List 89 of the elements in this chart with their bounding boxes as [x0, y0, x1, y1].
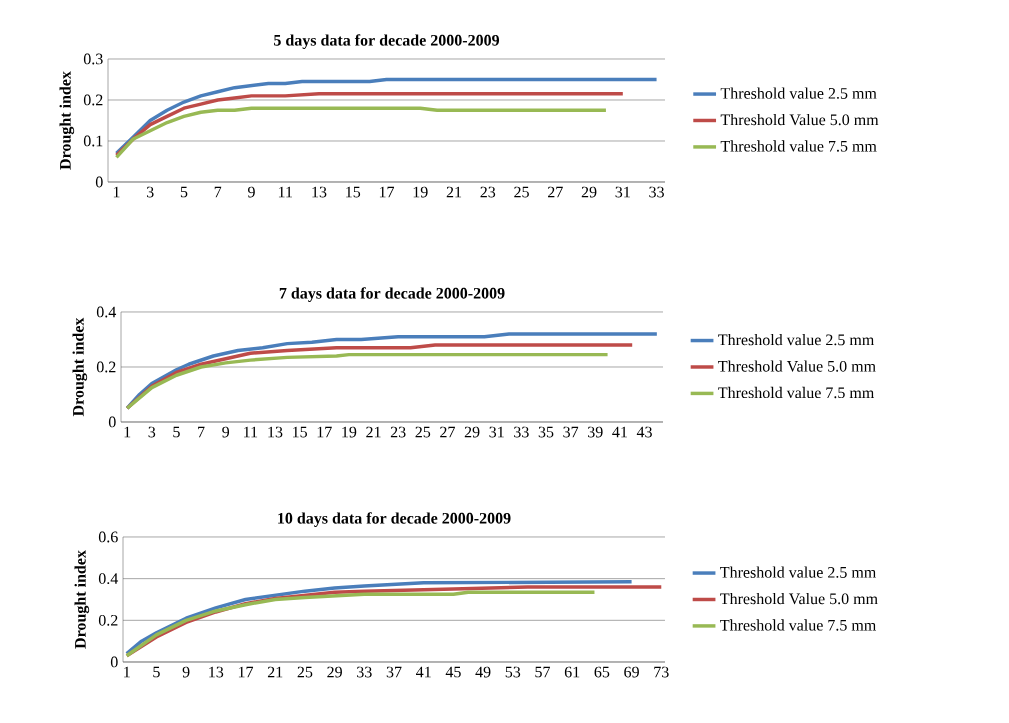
line-series: [125, 343, 634, 410]
x-tick-label: 37: [563, 426, 579, 438]
y-axis-title: Drought index: [72, 317, 88, 417]
x-tick-label: 17: [379, 186, 395, 198]
x-tick-label: 9: [248, 186, 255, 198]
legend-label: Threshold Value 5.0 mm: [720, 113, 879, 126]
x-tick-label: 29: [581, 186, 597, 198]
x-tick-label: 21: [446, 186, 462, 198]
x-tick-label: 27: [548, 186, 563, 198]
x-tick-label: 35: [538, 426, 554, 438]
x-tick-label: 5: [173, 426, 180, 438]
line-series: [114, 92, 625, 158]
x-tick-label: 9: [182, 666, 190, 678]
y-tick-label: 0.2: [83, 94, 103, 106]
x-tick-label: 11: [278, 186, 292, 198]
y-tick-label: 0.4: [96, 306, 117, 318]
x-tick-label: 41: [416, 666, 431, 678]
x-tick-label: 19: [342, 426, 357, 438]
x-tick-label: 33: [357, 666, 372, 678]
legend-label: Threshold value 2.5 mm: [720, 87, 877, 99]
x-tick-label: 29: [327, 666, 342, 678]
x-tick-label: 15: [293, 426, 307, 438]
x-tick-label: 7: [214, 186, 222, 198]
x-tick-label: 23: [390, 426, 406, 438]
y-tick-label: 0: [108, 416, 116, 428]
x-tick-label: 65: [594, 666, 610, 678]
legend-label: Threshold value 7.5 mm: [720, 619, 877, 631]
y-tick-label: 0: [95, 176, 103, 188]
x-tick-label: 13: [312, 186, 327, 198]
legend-label: Threshold value 2.5 mm: [720, 566, 877, 578]
x-tick-label: 33: [514, 426, 529, 438]
x-tick-label: 27: [440, 426, 455, 438]
x-tick-label: 43: [636, 426, 652, 438]
x-tick-label: 41: [612, 426, 627, 438]
x-tick-label: 15: [346, 186, 361, 198]
line-series: [124, 590, 597, 658]
x-tick-label: 1: [124, 666, 130, 678]
legend-label: Threshold Value 5.0 mm: [718, 360, 876, 372]
x-tick-label: 23: [480, 186, 496, 198]
x-tick-label: 5: [180, 186, 188, 198]
y-axis-title: Drought index: [59, 71, 75, 170]
legend-label: Threshold Value 5.0 mm: [720, 592, 878, 605]
x-tick-label: 21: [366, 426, 381, 438]
legend-label: Threshold value 7.5 mm: [720, 140, 877, 152]
legend-label: Threshold value 7.5 mm: [718, 386, 875, 399]
y-tick-label: 0.6: [98, 531, 118, 543]
x-tick-label: 29: [464, 426, 480, 438]
line-series: [114, 106, 608, 160]
x-tick-label: 19: [413, 186, 428, 198]
x-tick-label: 33: [649, 186, 664, 198]
x-tick-label: 31: [615, 186, 630, 198]
x-tick-label: 9: [222, 426, 230, 438]
x-tick-label: 3: [146, 186, 154, 198]
y-tick-label: 0.1: [83, 135, 103, 147]
chart-title: 7 days data for decade 2000-2009: [279, 287, 505, 302]
x-tick-label: 1: [124, 426, 131, 438]
x-tick-label: 7: [198, 426, 205, 438]
x-tick-label: 39: [588, 426, 603, 438]
x-tick-label: 5: [153, 666, 160, 678]
x-tick-label: 21: [267, 666, 283, 678]
x-tick-label: 49: [475, 666, 491, 678]
x-tick-label: 45: [445, 666, 461, 678]
x-tick-label: 1: [113, 186, 120, 198]
x-tick-label: 69: [624, 666, 639, 678]
line-series: [125, 352, 610, 410]
x-tick-label: 57: [535, 666, 551, 678]
x-tick-label: 25: [415, 426, 431, 438]
chart-title: 5 days data for decade 2000-2009: [274, 34, 500, 49]
x-tick-label: 25: [514, 186, 529, 198]
legend-label: Threshold value 2.5 mm: [718, 334, 875, 346]
x-tick-label: 11: [244, 426, 258, 438]
y-tick-label: 0.2: [98, 614, 118, 626]
x-tick-label: 25: [297, 666, 313, 678]
y-tick-label: 0: [110, 656, 118, 668]
x-tick-label: 3: [148, 426, 156, 438]
x-tick-label: 61: [564, 666, 580, 678]
y-tick-label: 0.2: [96, 361, 116, 373]
x-tick-label: 73: [654, 666, 669, 678]
y-axis-title: Drought index: [74, 550, 90, 649]
x-tick-label: 13: [209, 666, 224, 678]
y-tick-label: 0.3: [83, 53, 103, 65]
y-tick-label: 0.4: [98, 573, 119, 585]
x-tick-label: 37: [386, 666, 402, 678]
chart-title: 10 days data for decade 2000-2009: [278, 512, 511, 527]
x-tick-label: 31: [489, 426, 504, 438]
x-tick-label: 17: [238, 666, 254, 678]
x-tick-label: 17: [317, 426, 332, 438]
x-tick-label: 53: [505, 666, 521, 678]
x-tick-label: 13: [268, 426, 283, 438]
